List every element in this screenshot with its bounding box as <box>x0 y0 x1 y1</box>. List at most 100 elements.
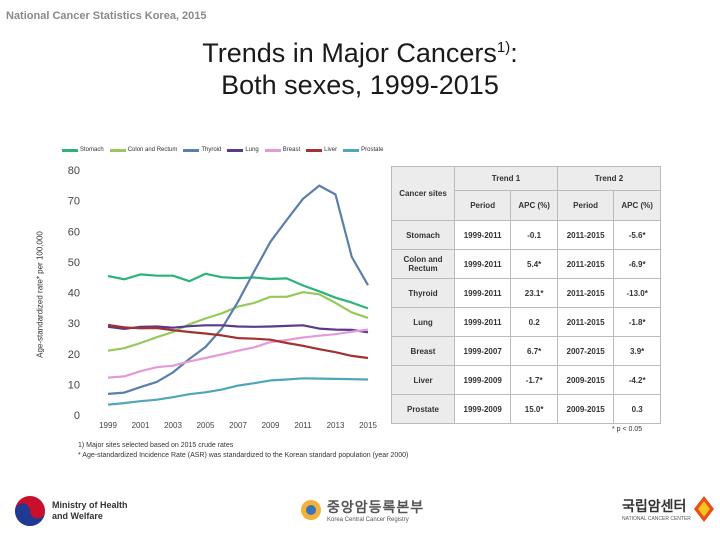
registry-logo: 중앙암등록본부 Korea Central Cancer Registry <box>300 497 424 523</box>
registry-korean: 중앙암등록본부 <box>327 499 425 515</box>
table-cell-apc1: 15.0* <box>510 394 558 424</box>
legend-swatch-prostate <box>343 148 360 152</box>
table-cell-site: Colon and Rectum <box>391 249 455 279</box>
title-superscript: 1) <box>496 39 511 56</box>
table-cell-period1: 1999-2009 <box>453 365 512 395</box>
table-cell-site: Thyroid <box>391 278 455 308</box>
ministry-line2: and Welfare <box>52 511 103 521</box>
series-line-lung <box>107 324 369 334</box>
y-tick-label: 80 <box>68 165 80 177</box>
legend-label: Thyroid <box>201 147 222 153</box>
table-row: Lung 1999-2011 0.2 2011-2015 -1.8* <box>391 307 661 337</box>
table-cell-period1: 1999-2011 <box>453 220 512 250</box>
table-header-period1: Period <box>453 190 512 221</box>
legend-label: Liver <box>324 147 338 153</box>
table-row: Stomach 1999-2011 -0.1 2011-2015 -5.6* <box>391 220 661 250</box>
table-cell-period2: 2009-2015 <box>556 394 615 424</box>
taegeuk-icon <box>15 496 45 526</box>
ministry-line1: Ministry of Health <box>52 500 128 510</box>
x-tick-label: 2001 <box>132 421 150 430</box>
table-cell-period2: 2009-2015 <box>556 365 615 395</box>
ministry-text: Ministry of Health and Welfare <box>52 500 128 522</box>
legend-label: Breast <box>282 147 301 153</box>
table-header-trend1: Trend 1 <box>454 166 558 191</box>
registry-english: Korea Central Cancer Registry <box>327 517 409 523</box>
y-tick-label: 30 <box>68 318 80 330</box>
table-cell-period1: 1999-2011 <box>453 278 512 308</box>
x-tick-label: 2003 <box>164 421 182 430</box>
legend-swatch-lung <box>227 148 244 152</box>
header-note: National Cancer Statistics Korea, 2015 <box>6 10 207 22</box>
series-line-prostate <box>107 377 369 406</box>
significance-note: * p < 0.05 <box>612 426 643 433</box>
legend-item-colon: Colon and Rectum <box>109 147 178 153</box>
table-cell-period1: 1999-2011 <box>453 307 512 337</box>
table-cell-period2: 2011-2015 <box>556 220 615 250</box>
series-line-stomach <box>107 272 369 310</box>
table-row: Thyroid 1999-2011 23.1* 2011-2015 -13.0* <box>391 278 661 308</box>
x-tick-label: 2005 <box>197 421 215 430</box>
series-line-colon-and-rectum <box>107 291 369 352</box>
legend-item-lung: Lung <box>227 147 259 153</box>
table-cell-apc1: 0.2 <box>510 307 558 337</box>
x-tick-label: 1999 <box>99 421 117 430</box>
chart-legend: Stomach Colon and Rectum Thyroid Lung Br… <box>62 147 383 153</box>
ncc-emblem-icon <box>693 496 714 522</box>
table-cell-period1: 1999-2009 <box>453 394 512 424</box>
legend-label: Colon and Rectum <box>127 147 178 153</box>
y-tick-label: 0 <box>74 410 80 422</box>
title-line2: Both sexes, 1999-2015 <box>221 70 499 100</box>
x-tick-label: 2015 <box>359 421 377 430</box>
ncc-english: NATIONAL CANCER CENTER <box>622 516 691 522</box>
table-cell-site: Prostate <box>391 394 455 424</box>
table-cell-apc2: -1.8* <box>613 307 661 337</box>
table-cell-apc1: 23.1* <box>510 278 558 308</box>
legend-swatch-breast <box>264 148 281 152</box>
title-colon: : <box>510 38 518 68</box>
x-tick-label: 2013 <box>327 421 345 430</box>
y-axis-label: Age-standardized rate* per 100,000 <box>35 231 45 358</box>
table-cell-apc1: -0.1 <box>510 220 558 250</box>
table-row: Liver 1999-2009 -1.7* 2009-2015 -4.2* <box>391 365 661 395</box>
table-cell-apc2: -13.0* <box>613 278 661 308</box>
legend-item-thyroid: Thyroid <box>183 147 221 153</box>
table-row: Colon and Rectum 1999-2011 5.4* 2011-201… <box>391 249 661 279</box>
series-line-liver <box>107 323 369 360</box>
legend-item-stomach: Stomach <box>62 147 104 153</box>
page-title: Trends in Major Cancers1): Both sexes, 1… <box>0 32 720 101</box>
legend-swatch-stomach <box>62 148 78 152</box>
table-cell-apc2: -4.2* <box>613 365 661 395</box>
table-cell-site: Breast <box>391 336 455 366</box>
table-cell-apc2: -6.9* <box>613 249 661 279</box>
table-cell-period1: 1999-2007 <box>453 336 512 366</box>
legend-item-liver: Liver <box>306 147 337 153</box>
title-line1: Trends in Major Cancers <box>202 38 497 68</box>
legend-label: Stomach <box>80 147 104 153</box>
legend-swatch-colon <box>109 148 126 152</box>
table-row: Breast 1999-2007 6.7* 2007-2015 3.9* <box>391 336 661 366</box>
y-tick-label: 10 <box>68 379 80 391</box>
x-tick-label: 2011 <box>294 421 312 430</box>
legend-item-prostate: Prostate <box>343 147 383 153</box>
x-tick-label: 2007 <box>229 421 247 430</box>
table-header-apc1: APC (%) <box>510 190 558 221</box>
footnotes: 1) Major sites selected based on 2015 cr… <box>78 441 408 461</box>
series-line-breast <box>107 328 369 379</box>
table-cell-site: Liver <box>391 365 455 395</box>
table-header-trend2: Trend 2 <box>556 166 662 191</box>
legend-item-breast: Breast <box>264 147 301 153</box>
line-chart: 0 10 20 30 40 50 60 70 80 1999 2001 2003 2005 2007 200… <box>68 165 378 430</box>
table-cell-site: Stomach <box>391 220 455 250</box>
legend-label: Prostate <box>361 147 384 153</box>
footnote-2: * Age-standardized Incidence Rate (ASR) … <box>78 452 409 459</box>
legend-swatch-liver <box>306 148 323 152</box>
table-cell-period2: 2011-2015 <box>556 278 615 308</box>
series-line-thyroid <box>107 184 369 395</box>
registry-emblem-icon <box>301 500 321 520</box>
table-cell-apc1: 5.4* <box>510 249 558 279</box>
y-tick-label: 60 <box>68 226 80 238</box>
table-cell-apc2: -5.6* <box>613 220 661 250</box>
apc-table: Cancer sites Trend 1 Trend 2 Period APC … <box>391 166 662 424</box>
table-header-apc2: APC (%) <box>613 190 661 221</box>
table-header-period2: Period <box>556 190 615 221</box>
